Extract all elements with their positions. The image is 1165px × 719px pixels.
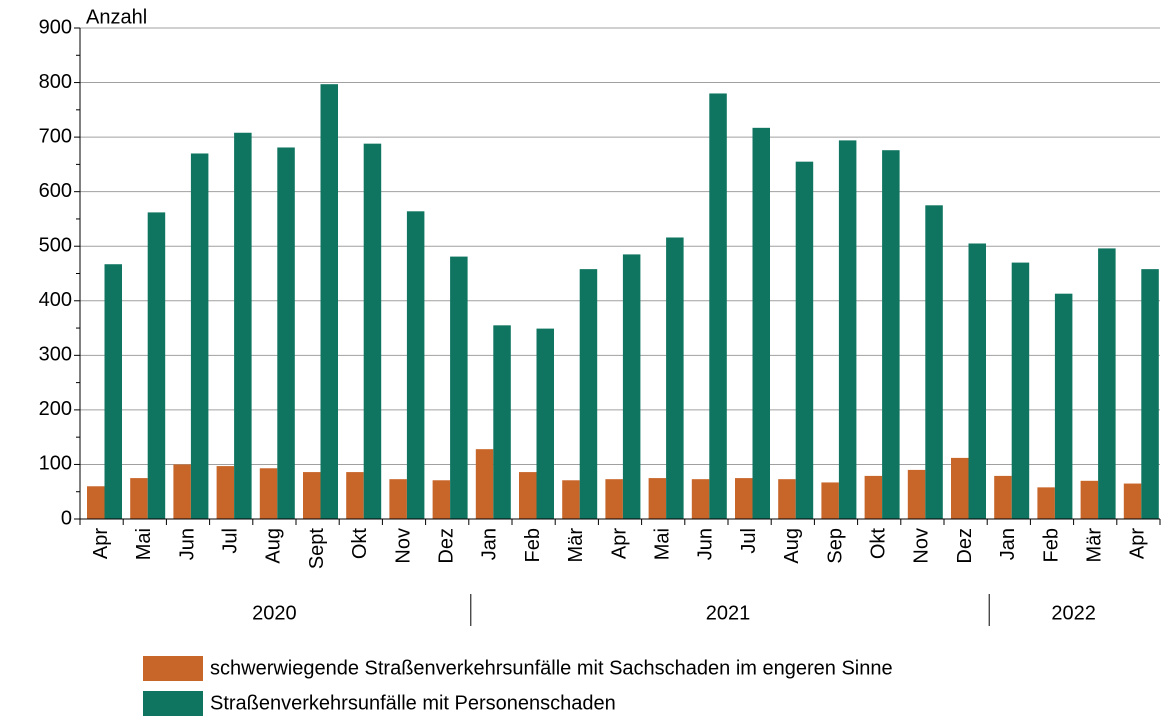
x-tick-label: Jan (479, 528, 501, 560)
bar (795, 161, 814, 519)
bar (709, 93, 727, 519)
bar (320, 84, 338, 519)
y-tick-label: 800 (39, 71, 72, 93)
bar (648, 478, 667, 519)
x-tick-label: Okt (867, 528, 889, 560)
x-tick-label: Apr (608, 528, 630, 559)
legend-label: Straßenverkehrsunfälle mit Personenschad… (210, 692, 616, 714)
bar (432, 480, 451, 519)
x-tick-label: Jul (219, 528, 241, 554)
bar (907, 469, 926, 519)
x-tick-label: Aug (781, 528, 803, 564)
y-axis-label: Anzahl (86, 6, 147, 28)
bar (173, 464, 191, 519)
bar (579, 269, 598, 519)
bar (605, 479, 623, 519)
bar (475, 449, 494, 519)
bar (951, 457, 969, 519)
group-label: 2021 (706, 602, 751, 624)
x-tick-label: Mär (1083, 528, 1105, 563)
x-tick-label: Sept (306, 528, 328, 570)
bar (691, 479, 710, 519)
bar (303, 472, 321, 519)
y-tick-label: 500 (39, 235, 72, 257)
x-tick-label: Dez (954, 528, 976, 564)
x-tick-label: Jun (176, 528, 198, 560)
bar (925, 205, 943, 520)
y-tick-label: 0 (61, 507, 72, 529)
bar (519, 472, 537, 519)
bar (536, 328, 554, 519)
bar (968, 243, 986, 519)
x-tick-label: Apr (1127, 528, 1149, 559)
bar (622, 254, 641, 519)
y-tick-label: 400 (39, 289, 72, 311)
legend-swatch (143, 691, 203, 716)
x-tick-label: Mai (133, 528, 155, 560)
bar (882, 150, 900, 519)
x-tick-label: Aug (263, 528, 285, 564)
bar (190, 153, 209, 519)
bar (104, 264, 122, 519)
bar (1123, 483, 1142, 519)
y-tick-label: 900 (39, 16, 72, 38)
x-tick-label: Feb (522, 528, 544, 562)
x-tick-label: Jul (738, 528, 760, 554)
x-tick-label: Jan (997, 528, 1019, 560)
y-tick-label: 600 (39, 180, 72, 202)
x-tick-label: Nov (392, 528, 414, 564)
bar (493, 325, 511, 519)
y-tick-label: 100 (39, 453, 72, 475)
bar (363, 143, 382, 519)
bar (277, 147, 295, 519)
bar (864, 475, 883, 519)
group-label: 2022 (1051, 602, 1096, 624)
bar (1080, 480, 1099, 519)
y-tick-label: 300 (39, 344, 72, 366)
bar (130, 478, 148, 519)
x-tick-label: Mai (651, 528, 673, 560)
x-tick-label: Okt (349, 528, 371, 560)
bar (450, 256, 468, 519)
group-label: 2020 (252, 602, 297, 624)
bar (821, 482, 839, 519)
bar (87, 486, 105, 519)
y-tick-label: 700 (39, 125, 72, 147)
bar (562, 480, 580, 519)
bar (1054, 293, 1073, 519)
x-tick-label: Jun (695, 528, 717, 560)
legend-swatch (143, 656, 203, 681)
bar (406, 211, 425, 519)
bar (735, 478, 753, 519)
bar (1037, 487, 1055, 519)
bar (838, 140, 857, 519)
bar (147, 212, 166, 520)
bar (666, 237, 684, 519)
bar (778, 479, 796, 519)
x-tick-label: Mär (565, 528, 587, 563)
x-tick-label: Sep (824, 528, 846, 564)
legend-label: schwerwiegende Straßenverkehrsunfälle mi… (210, 657, 893, 679)
bar (1011, 262, 1030, 519)
bar (234, 132, 252, 519)
y-tick-label: 200 (39, 398, 72, 420)
bar (752, 127, 770, 519)
bar (259, 468, 278, 519)
bar (216, 466, 235, 519)
bar (1141, 269, 1159, 519)
bar (994, 475, 1012, 519)
bar (1098, 248, 1116, 519)
bar (346, 472, 364, 519)
x-tick-label: Apr (90, 528, 112, 559)
bar (389, 479, 407, 519)
x-tick-label: Nov (911, 528, 933, 564)
x-tick-label: Dez (435, 528, 457, 564)
x-tick-label: Feb (1040, 528, 1062, 562)
